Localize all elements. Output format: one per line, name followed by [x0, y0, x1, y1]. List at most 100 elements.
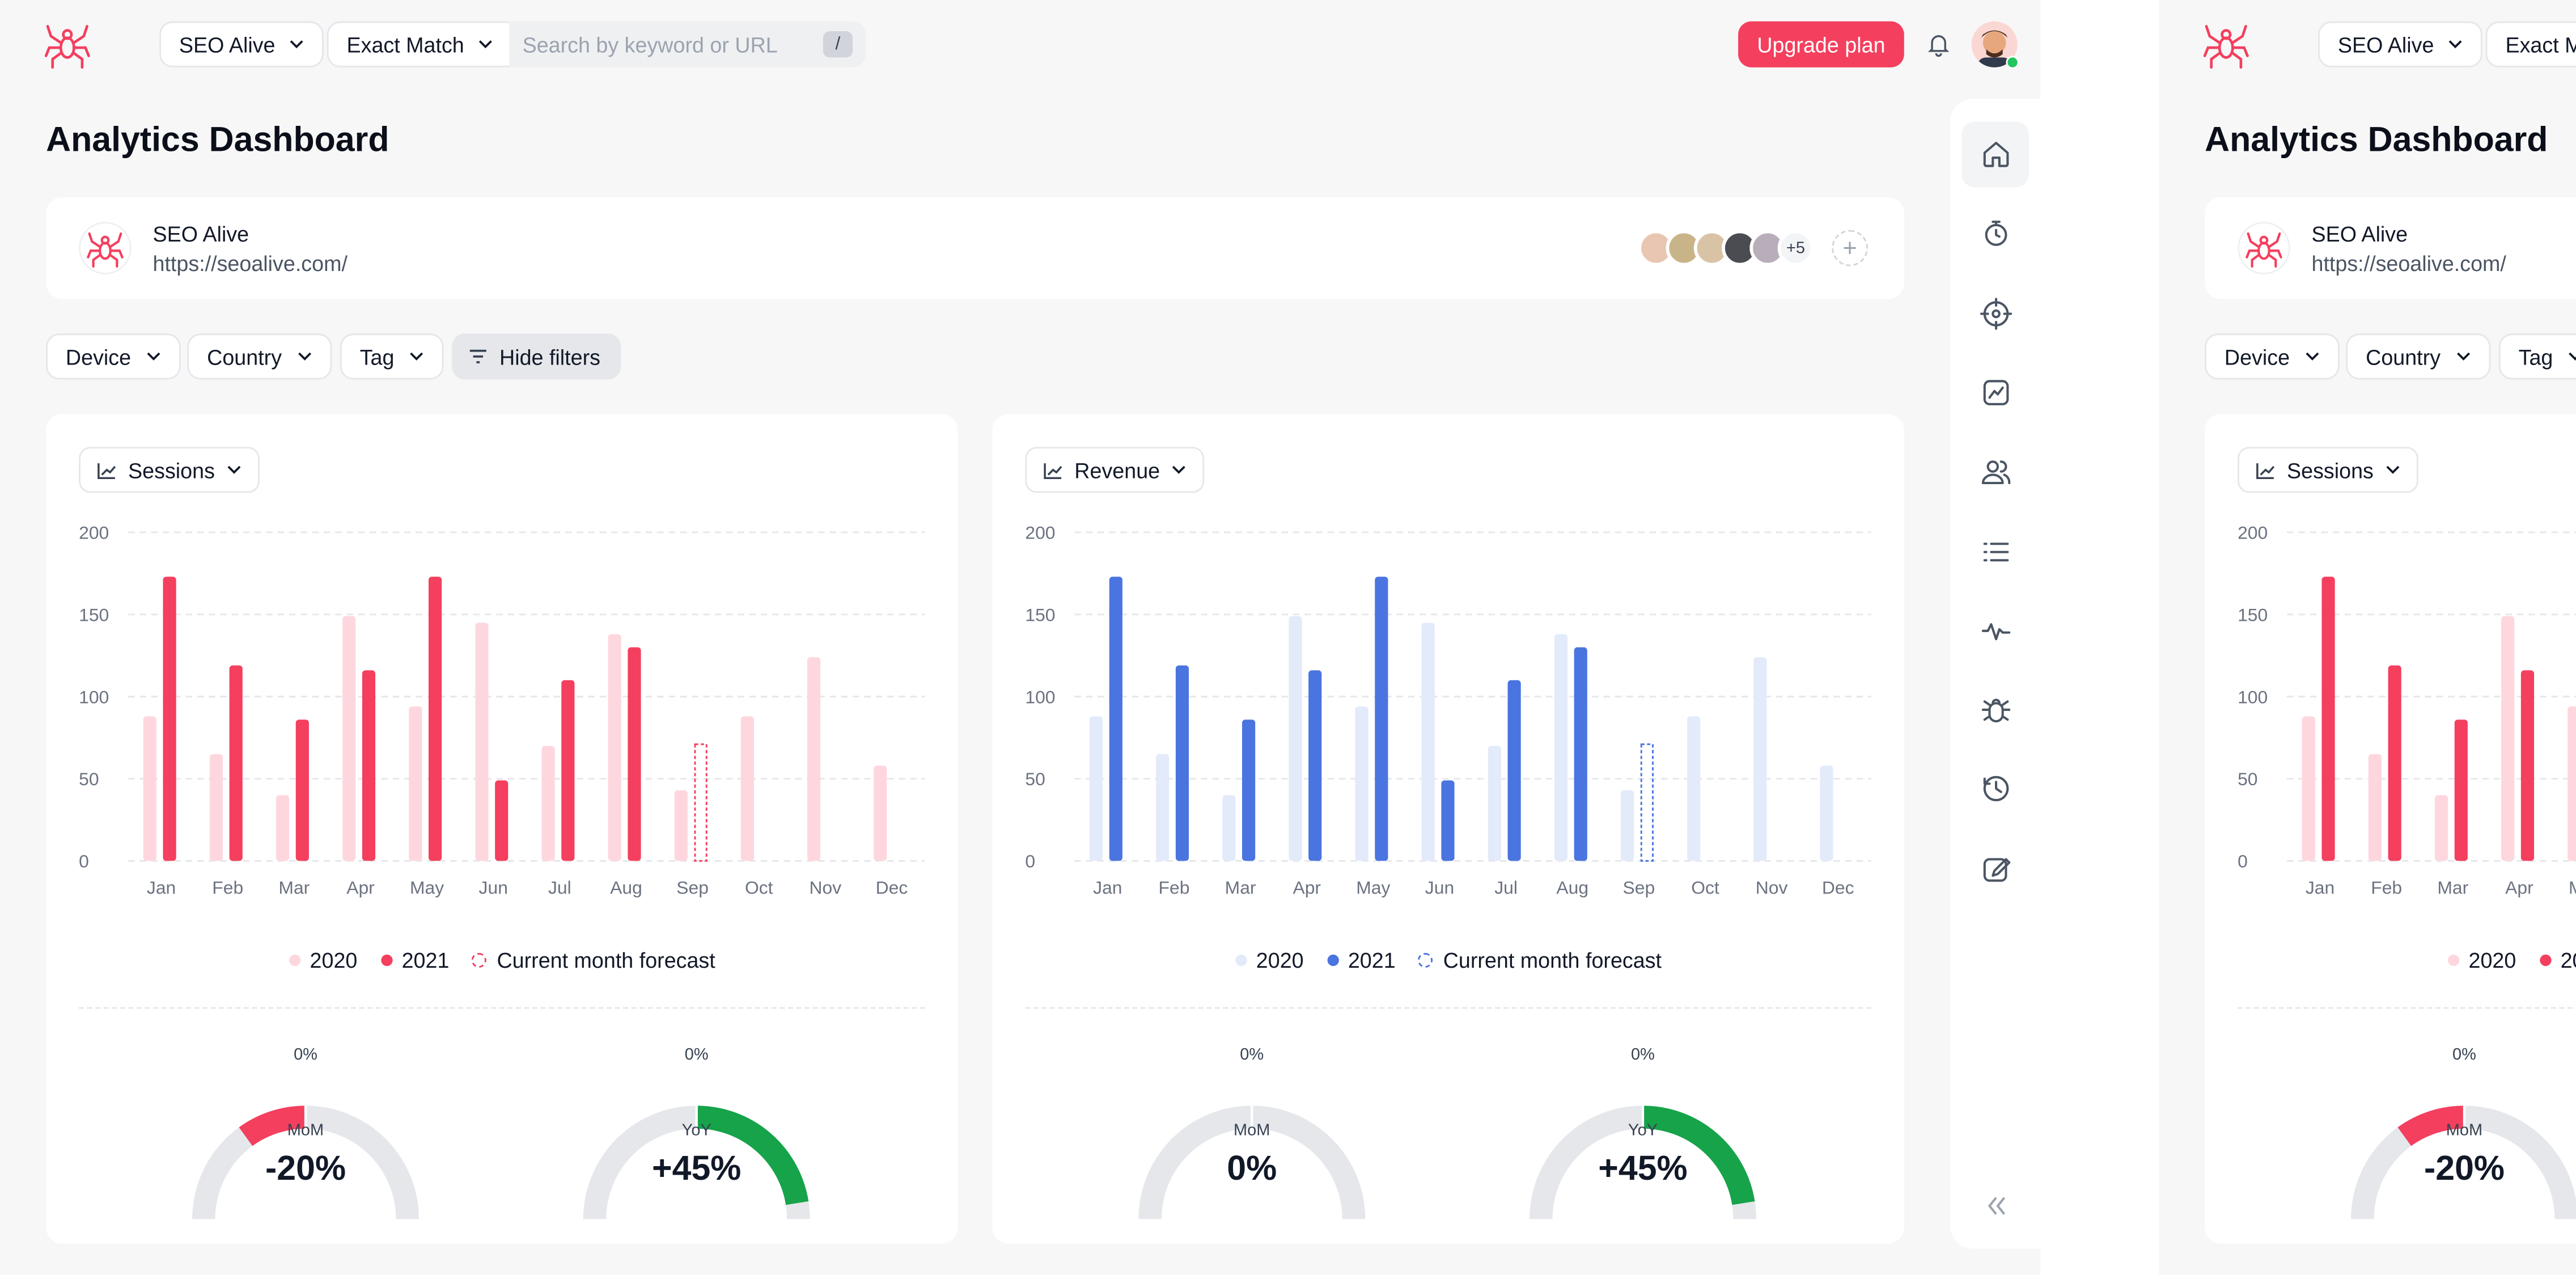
device-filter[interactable]: Device	[46, 333, 181, 380]
project-selector[interactable]: SEO Alive	[159, 21, 323, 67]
bar-2020[interactable]	[1488, 745, 1501, 861]
gauge-arc	[2351, 1105, 2576, 1219]
more-members-badge[interactable]: +5	[1777, 230, 1814, 266]
bar-2020[interactable]	[1687, 716, 1701, 861]
bar-2021[interactable]	[1507, 680, 1521, 861]
bar-2020[interactable]	[874, 765, 887, 861]
sidebar-item-home[interactable]	[1961, 121, 2030, 188]
tag-filter[interactable]: Tag	[340, 333, 444, 380]
legend-item-2021[interactable]: 2021	[2539, 948, 2576, 973]
bar-2021[interactable]	[561, 680, 575, 861]
bar-2021[interactable]	[1175, 665, 1189, 861]
bar-2020[interactable]	[1753, 657, 1767, 861]
bar-2021[interactable]	[628, 647, 641, 861]
bar-2021[interactable]	[1242, 719, 1256, 861]
collapse-sidebar-button[interactable]	[1980, 1189, 2012, 1222]
sidebar-item-edit[interactable]	[1961, 836, 2029, 901]
gauge-label: MoM	[1234, 1122, 1270, 1141]
bar-2020[interactable]	[2434, 795, 2448, 861]
project-selector[interactable]: SEO Alive	[2318, 21, 2482, 67]
upgrade-plan-button[interactable]: Upgrade plan	[1738, 21, 1904, 67]
gauge-arc	[583, 1105, 810, 1219]
bar-2020[interactable]	[2302, 716, 2315, 861]
bar-forecast[interactable]	[694, 743, 707, 862]
metric-selector[interactable]: Revenue	[1025, 447, 1205, 493]
bar-2020[interactable]	[409, 706, 422, 861]
sidebar-item-timer[interactable]	[1961, 201, 2029, 266]
bar-2020[interactable]	[2368, 754, 2382, 861]
bar-2020[interactable]	[674, 790, 688, 861]
country-filter[interactable]: Country	[2346, 333, 2490, 380]
bar-2020[interactable]	[1355, 706, 1368, 861]
bar-2021[interactable]	[163, 577, 176, 861]
spider-logo-icon[interactable]	[2203, 20, 2249, 69]
legend-item-2020[interactable]: 2020	[1235, 948, 1304, 973]
legend-item-forecast[interactable]: Current month forecast	[472, 948, 715, 973]
bar-2020[interactable]	[475, 622, 489, 861]
bell-icon[interactable]	[1925, 31, 1951, 57]
bar-2021[interactable]	[362, 670, 376, 861]
bar-2021[interactable]	[2388, 665, 2401, 861]
legend-item-2020[interactable]: 2020	[288, 948, 357, 973]
legend-swatch	[472, 952, 488, 968]
bar-2021[interactable]	[295, 719, 309, 861]
bar-2020[interactable]	[1289, 616, 1302, 861]
bar-2020[interactable]	[807, 657, 821, 861]
site-url[interactable]: https://seoalive.com/	[2311, 251, 2506, 276]
bar-forecast[interactable]	[1640, 743, 1654, 862]
bar-2021[interactable]	[229, 665, 243, 861]
bar-2020[interactable]	[608, 634, 621, 861]
sidebar-item-trend-chart[interactable]	[1961, 359, 2029, 425]
country-filter[interactable]: Country	[187, 333, 332, 380]
bar-2020[interactable]	[342, 616, 356, 861]
tag-filter[interactable]: Tag	[2498, 333, 2576, 380]
legend-item-forecast[interactable]: Current month forecast	[1418, 948, 1662, 973]
bar-2020[interactable]	[541, 745, 555, 861]
legend-item-2021[interactable]: 2021	[1327, 948, 1396, 973]
sidebar-item-list[interactable]	[1961, 518, 2029, 584]
bar-2021[interactable]	[2454, 719, 2468, 861]
bar-2021[interactable]	[1375, 577, 1388, 861]
bar-2020[interactable]	[143, 716, 156, 861]
sidebar-item-bug[interactable]	[1961, 677, 2029, 743]
site-url[interactable]: https://seoalive.com/	[152, 251, 348, 276]
add-member-button[interactable]: +	[1832, 230, 1869, 266]
device-filter[interactable]: Device	[2205, 333, 2340, 380]
bar-2020[interactable]	[276, 795, 290, 861]
match-mode-selector[interactable]: Exact Match	[327, 21, 512, 67]
bar-2020[interactable]	[1620, 790, 1634, 861]
bar-2021[interactable]	[2321, 577, 2335, 861]
bar-2020[interactable]	[2501, 616, 2515, 861]
bar-2020[interactable]	[1421, 622, 1435, 861]
bar-2020[interactable]	[740, 716, 755, 861]
bar-2020[interactable]	[1820, 765, 1833, 861]
metric-selector[interactable]: Sessions	[2238, 447, 2418, 493]
bar-2021[interactable]	[1574, 647, 1587, 861]
match-mode-selector[interactable]: Exact Match	[2485, 21, 2576, 67]
bar-2021[interactable]	[1109, 577, 1122, 861]
bar-2020[interactable]	[209, 754, 223, 861]
hide-filters-button[interactable]: Hide filters	[451, 333, 621, 380]
bar-2021[interactable]	[1441, 780, 1455, 861]
x-tick-label: Oct	[745, 878, 773, 898]
bar-2021[interactable]	[429, 577, 442, 861]
bar-chart: 050100150200JanFebMarAprMayJunJulAugSepO…	[2238, 523, 2576, 898]
search-input[interactable]: Search by keyword or URL /	[509, 21, 866, 67]
legend-item-2020[interactable]: 2020	[2447, 948, 2516, 973]
bar-2020[interactable]	[1089, 716, 1103, 861]
sidebar-item-activity[interactable]	[1961, 598, 2029, 663]
user-avatar-icon	[1978, 30, 2011, 67]
bar-2020[interactable]	[1222, 795, 1236, 861]
bar-2020[interactable]	[1156, 754, 1170, 861]
bar-2020[interactable]	[1554, 634, 1568, 861]
legend-item-2021[interactable]: 2021	[380, 948, 449, 973]
bar-2021[interactable]	[495, 780, 509, 861]
sidebar-item-target[interactable]	[1961, 280, 2029, 346]
sidebar-item-users[interactable]	[1961, 439, 2029, 505]
bar-2020[interactable]	[2567, 706, 2576, 861]
metric-selector[interactable]: Sessions	[79, 447, 260, 493]
bar-2021[interactable]	[2520, 670, 2535, 861]
spider-logo-icon[interactable]	[44, 20, 90, 69]
sidebar-item-history[interactable]	[1961, 756, 2029, 822]
bar-2021[interactable]	[1308, 670, 1322, 861]
